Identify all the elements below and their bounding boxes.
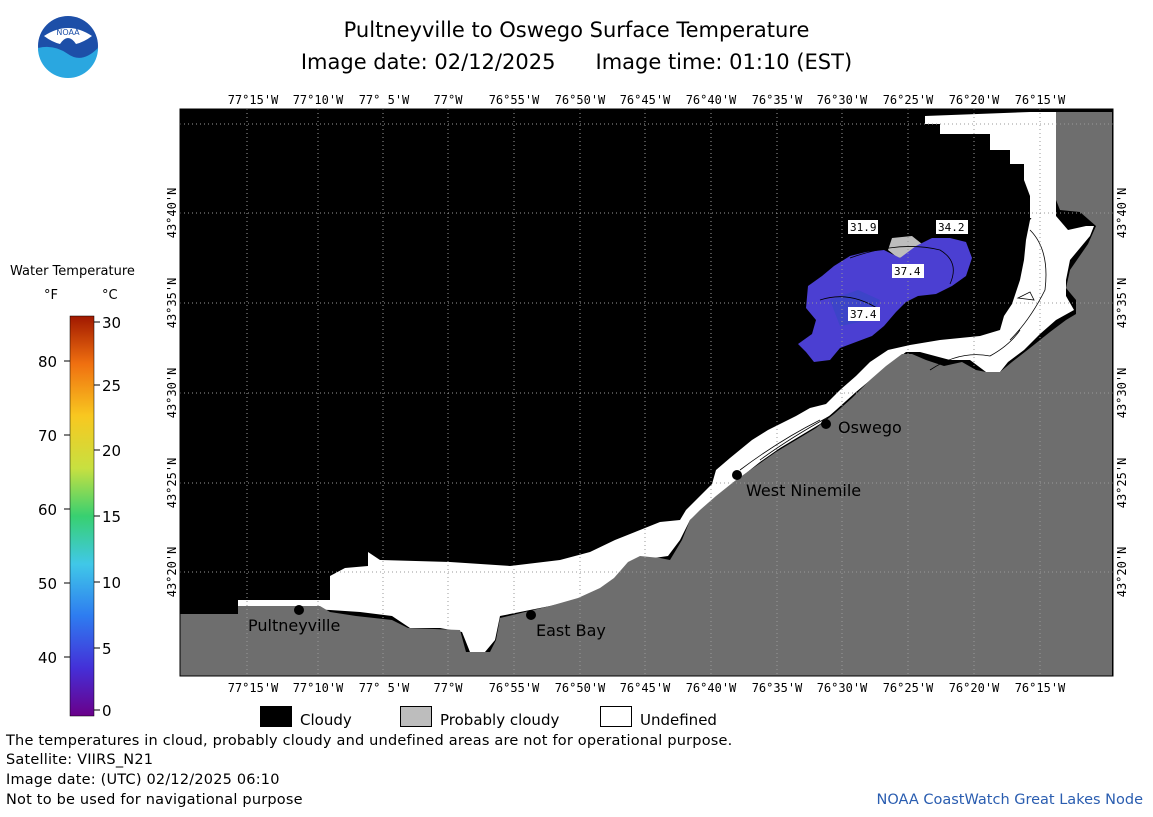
land-area (180, 112, 1112, 676)
cbar-c-tick: 20 (102, 442, 121, 460)
logo-text: NOAA (56, 28, 80, 37)
colorbar-unit-f: °F (44, 288, 58, 303)
colorbar-title: Water Temperature (10, 264, 135, 279)
lon-label-top: 76°20'W (949, 93, 1000, 107)
colorbar-unit-c: °C (102, 288, 118, 303)
pultneyville-marker (294, 605, 304, 615)
cbar-f-tick: 60 (38, 501, 57, 519)
lon-label-bottom: 76°35'W (752, 681, 803, 695)
footer-utc-date: Image date: (UTC) 02/12/2025 06:10 (6, 772, 280, 788)
cbar-c-tick: 10 (102, 574, 121, 592)
temp-label-box (848, 220, 878, 234)
lon-label-top: 76°50'W (555, 93, 606, 107)
footer-credit: NOAA CoastWatch Great Lakes Node (876, 792, 1143, 808)
temp-label: 34.2 (938, 221, 965, 234)
footer-nav-warning: Not to be used for navigational purpose (6, 792, 303, 808)
temp-label-box (892, 264, 924, 278)
cbar-f-tick: 70 (38, 427, 57, 445)
undefined-area-north (925, 112, 1056, 240)
lon-label-top: 76°15'W (1015, 93, 1066, 107)
footer-satellite: Satellite: VIIRS_N21 (6, 752, 154, 768)
lon-label-top: 76°45'W (620, 93, 671, 107)
east-bay-marker (526, 610, 536, 620)
lon-label-bottom: 76°25'W (883, 681, 934, 695)
lon-label-bottom: 76°55'W (489, 681, 540, 695)
map-grid (180, 109, 1113, 676)
temperature-labels: 31.9 34.2 37.4 37.4 (848, 220, 968, 321)
lon-label-top: 76°25'W (883, 93, 934, 107)
image-time: Image time: 01:10 (EST) (595, 50, 853, 74)
lat-label-right: 43°30'N (1115, 368, 1129, 419)
cbar-f-tick: 50 (38, 575, 57, 593)
lat-label-right: 43°40'N (1115, 188, 1129, 239)
color-bar (69, 315, 95, 717)
noaa-logo-icon: NOAA (38, 16, 98, 78)
cbar-c-tick: 25 (102, 377, 121, 395)
temp-label: 31.9 (850, 221, 877, 234)
legend-swatch-probably-cloudy (400, 706, 432, 727)
lon-label-bottom: 77°W (434, 681, 464, 695)
place-label-pultneyville: Pultneyville (248, 616, 340, 635)
lon-label-bottom: 76°30'W (817, 681, 868, 695)
lat-label-right: 43°20'N (1115, 547, 1129, 598)
lon-label-top: 77°10'W (293, 93, 344, 107)
image-date: Image date: 02/12/2025 (300, 50, 556, 74)
legend-label-cloudy: Cloudy (300, 711, 352, 729)
cbar-c-tick: 15 (102, 508, 121, 526)
lat-label-left: 43°30'N (165, 368, 179, 419)
legend-swatch-undefined (600, 706, 632, 727)
lon-label-bottom: 77° 5'W (359, 681, 410, 695)
cbar-f-tick: 40 (38, 649, 57, 667)
lon-label-top: 76°35'W (752, 93, 803, 107)
oswego-marker (821, 419, 831, 429)
cbar-c-tick: 5 (102, 640, 112, 658)
legend-label-undefined: Undefined (640, 711, 717, 729)
place-label-oswego: Oswego (838, 418, 902, 437)
color-bar-ticks (64, 321, 100, 711)
lat-label-right: 43°35'N (1115, 278, 1129, 329)
temp-label-box (848, 307, 880, 321)
lon-label-top: 77°W (434, 93, 464, 107)
lon-label-bottom: 76°45'W (620, 681, 671, 695)
lat-label-left: 43°40'N (165, 188, 179, 239)
image-date-time: Image date: 02/12/2025 Image time: 01:10… (0, 50, 1153, 74)
temp-label-box (936, 220, 968, 234)
place-label-east-bay: East Bay (536, 621, 606, 640)
lon-label-top: 77°15'W (228, 93, 279, 107)
contour-lines (739, 229, 1047, 471)
lon-label-top: 76°30'W (817, 93, 868, 107)
temp-label: 37.4 (850, 308, 877, 321)
lat-label-left: 43°35'N (165, 278, 179, 329)
lat-label-left: 43°20'N (165, 547, 179, 598)
lon-label-bottom: 76°50'W (555, 681, 606, 695)
legend-swatch-cloudy (260, 706, 292, 727)
lat-label-left: 43°25'N (165, 458, 179, 509)
cbar-c-tick: 0 (102, 702, 112, 720)
legend-label-probably-cloudy: Probably cloudy (440, 711, 560, 729)
undefined-area-south (238, 210, 1094, 652)
lon-label-top: 77° 5'W (359, 93, 410, 107)
lon-label-top: 76°55'W (489, 93, 540, 107)
lon-label-top: 76°40'W (686, 93, 737, 107)
temp-label: 37.4 (894, 265, 921, 278)
lon-label-bottom: 76°15'W (1015, 681, 1066, 695)
lon-label-bottom: 77°10'W (293, 681, 344, 695)
footer-note: The temperatures in cloud, probably clou… (6, 733, 733, 749)
cbar-f-tick: 80 (38, 353, 57, 371)
lon-label-bottom: 76°20'W (949, 681, 1000, 695)
page-title: Pultneyville to Oswego Surface Temperatu… (343, 18, 810, 42)
lon-label-bottom: 76°40'W (686, 681, 737, 695)
lat-label-right: 43°25'N (1115, 458, 1129, 509)
cbar-c-tick: 30 (102, 314, 121, 332)
west-ninemile-marker (732, 470, 742, 480)
lon-label-bottom: 77°15'W (228, 681, 279, 695)
map-frame (179, 108, 1114, 677)
place-label-west-ninemile: West Ninemile (746, 481, 861, 500)
